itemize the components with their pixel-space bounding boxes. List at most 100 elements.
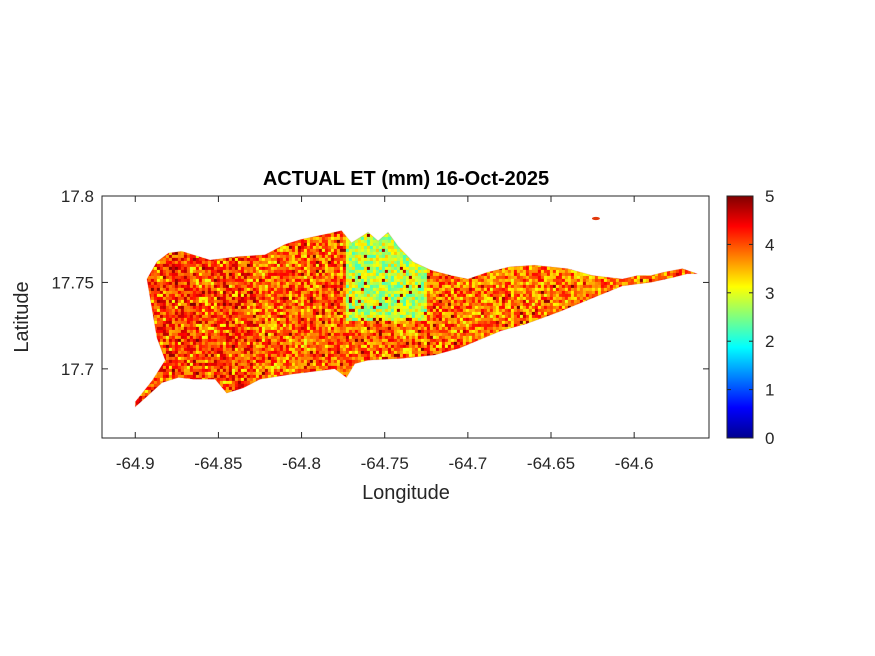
raster-cell [282,266,287,271]
raster-cell [327,293,332,298]
raster-cell [300,278,305,283]
raster-cell [366,284,371,289]
raster-cell [540,290,545,295]
raster-cell [516,281,521,286]
raster-cell [396,254,401,259]
raster-cell [375,293,380,298]
raster-cell [270,254,275,259]
raster-cell [306,272,311,277]
raster-cell [279,260,284,265]
raster-cell [618,278,623,283]
raster-cell [453,290,458,295]
raster-cell [306,260,311,265]
raster-cell [375,272,380,277]
raster-cell [159,281,164,286]
raster-cell [483,287,488,292]
raster-cell [552,272,557,277]
raster-cell [195,293,200,298]
raster-cell [180,290,185,295]
raster-cell [225,293,230,298]
raster-cell [270,284,275,289]
raster-cell [363,236,368,241]
raster-cell [363,233,368,238]
raster-cell [375,287,380,292]
raster-cell [306,248,311,253]
raster-cell [237,254,242,259]
raster-cell [348,287,353,292]
raster-cell [228,257,233,262]
raster-cell [441,278,446,283]
raster-cell [267,254,272,259]
raster-cell [465,281,470,286]
raster-cell [360,269,365,274]
raster-cell [432,290,437,295]
raster-cell [597,290,602,295]
raster-cell [429,296,434,301]
raster-cell [396,296,401,301]
raster-cell [507,293,512,298]
raster-cell [597,287,602,292]
raster-cell [342,263,347,268]
raster-cell [369,260,374,265]
raster-cell [372,254,377,259]
raster-cell [240,290,245,295]
raster-cell [333,284,338,289]
raster-cell [384,236,389,241]
raster-cell [417,287,422,292]
raster-cell [414,293,419,298]
raster-cell [384,284,389,289]
raster-cell [594,275,599,280]
raster-cell [525,296,530,301]
raster-cell [252,260,257,265]
raster-cell [486,272,491,277]
raster-cell [288,293,293,298]
raster-cell [153,269,158,274]
raster-cell [207,278,212,283]
raster-cell [294,263,299,268]
raster-cell [303,248,308,253]
raster-cell [330,260,335,265]
raster-cell [285,260,290,265]
raster-cell [399,296,404,301]
raster-cell [210,260,215,265]
raster-cell [342,254,347,259]
raster-cell [312,245,317,250]
raster-cell [186,257,191,262]
raster-cell [315,266,320,271]
raster-cell [498,287,503,292]
raster-cell [273,272,278,277]
raster-cell [399,284,404,289]
raster-cell [435,296,440,301]
raster-cell [564,293,569,298]
raster-cell [312,239,317,244]
raster-cell [219,278,224,283]
raster-cell [183,290,188,295]
raster-cell [333,272,338,277]
raster-cell [570,293,575,298]
raster-cell [195,287,200,292]
raster-cell [498,272,503,277]
raster-cell [360,266,365,271]
raster-cell [558,290,563,295]
raster-cell [279,275,284,280]
raster-cell [312,257,317,262]
raster-cell [576,293,581,298]
raster-cell [312,278,317,283]
raster-cell [339,254,344,259]
raster-cell [237,257,242,262]
raster-cell [582,293,587,298]
raster-cell [462,278,467,283]
raster-cell [543,281,548,286]
raster-cell [582,296,587,301]
raster-cell [282,254,287,259]
raster-cell [249,281,254,286]
raster-cell [210,272,215,277]
raster-cell [300,269,305,274]
raster-cell [381,296,386,301]
raster-cell [342,257,347,262]
raster-cell [414,290,419,295]
raster-cell [168,260,173,265]
raster-cell [276,248,281,253]
raster-cell [360,290,365,295]
raster-cell [519,272,524,277]
